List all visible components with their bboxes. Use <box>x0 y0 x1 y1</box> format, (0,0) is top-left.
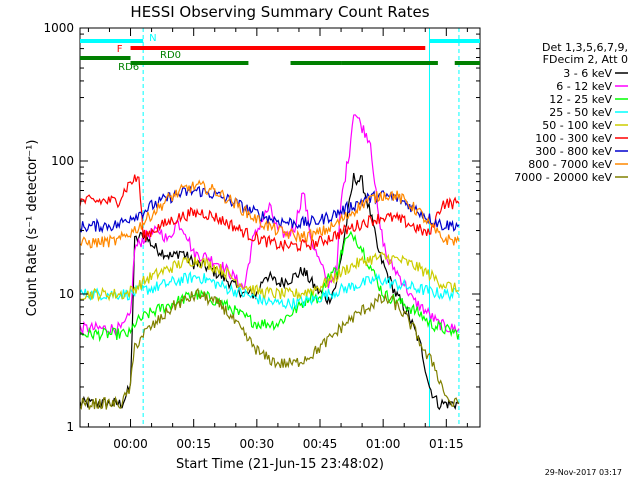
legend-header-line-1: Det 1,3,5,6,7,9, <box>542 41 628 54</box>
legend-label-7000-20000-kev: 7000 - 20000 keV <box>514 171 612 184</box>
legend-label-50-100-kev: 50 - 100 keV <box>542 119 612 132</box>
flag-label-f: F <box>117 44 123 55</box>
y-tick-label-1000: 1000 <box>43 21 74 35</box>
legend-label-25-50-kev: 25 - 50 keV <box>549 106 612 119</box>
y-axis-label: Count Rate (s⁻¹ detector⁻¹) <box>25 140 40 317</box>
x-tick-label-30: 00:30 <box>240 437 275 451</box>
series-line-6-12-kev <box>79 114 460 336</box>
legend-label-800-7000-kev: 800 - 7000 keV <box>528 158 612 171</box>
x-tick-label-60: 01:00 <box>366 437 401 451</box>
series-line-800-7000-kev <box>79 179 460 249</box>
legend-label-3-6-kev: 3 - 6 keV <box>563 67 612 80</box>
legend-header-line-2: FDecim 2, Att 0 <box>543 53 628 66</box>
axis-ticks: 00:00 00:15 00:30 00:45 01:00 01:15 1 10 100 1000 <box>43 21 480 451</box>
series-line-100-300-kev <box>79 174 460 253</box>
plot-content <box>79 28 460 427</box>
flag-label-n: N <box>149 33 156 44</box>
y-tick-label-100: 100 <box>51 154 74 168</box>
y-tick-label-10: 10 <box>59 287 74 301</box>
x-tick-label-15: 00:15 <box>176 437 211 451</box>
legend-label-12-25-kev: 12 - 25 keV <box>549 93 612 106</box>
x-tick-label-75: 01:15 <box>429 437 464 451</box>
plot-frame <box>79 27 481 428</box>
legend-label-100-300-kev: 100 - 300 keV <box>535 132 612 145</box>
y-tick-label-1: 1 <box>66 420 74 434</box>
legend-label-6-12-kev: 6 - 12 keV <box>556 80 612 93</box>
x-tick-label-45: 00:45 <box>303 437 338 451</box>
flag-label-rd6: RD6 <box>118 62 139 73</box>
x-tick-label-0: 00:00 <box>113 437 148 451</box>
series-line-25-50-kev <box>79 271 460 312</box>
footer-date: 29-Nov-2017 03:17 <box>545 468 622 477</box>
flag-label-rd0: RD0 <box>160 50 181 61</box>
legend: Det 1,3,5,6,7,9, FDecim 2, Att 0 3 - 6 k… <box>514 41 628 184</box>
x-axis-label: Start Time (21-Jun-15 23:48:02) <box>176 457 384 472</box>
legend-label-300-800-kev: 300 - 800 keV <box>535 145 612 158</box>
series-line-50-100-kev <box>79 251 460 302</box>
flag-bars: N F RD0 RD6 <box>80 33 480 73</box>
chart-title: HESSI Observing Summary Count Rates <box>130 3 429 21</box>
series-line-7000-20000-kev <box>79 287 460 411</box>
